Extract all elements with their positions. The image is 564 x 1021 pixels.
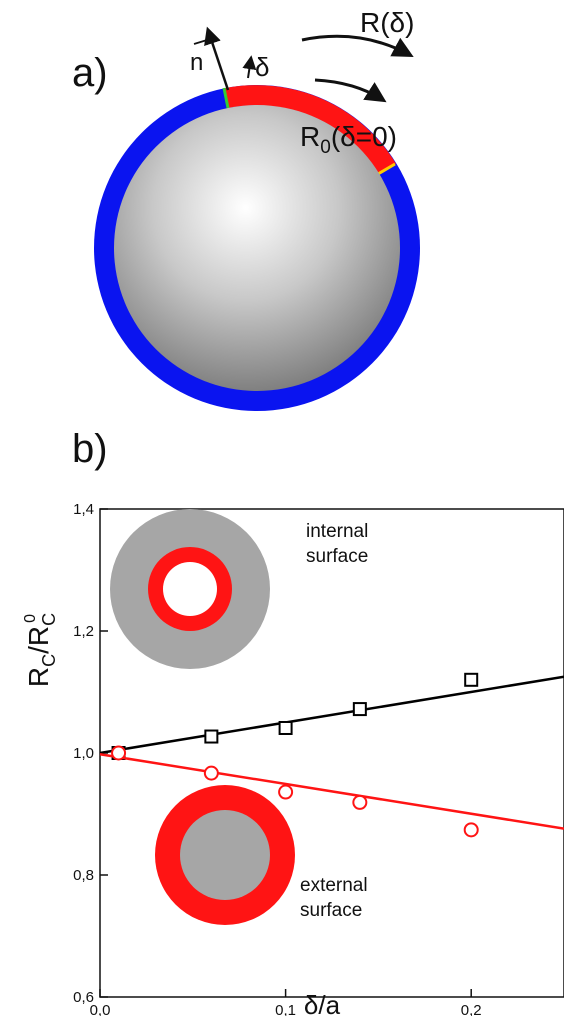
y-tick-label-2: 1,0 <box>73 745 94 762</box>
series-0-point-4 <box>464 672 479 687</box>
delta-arrow <box>242 55 257 79</box>
r0-label-sub: 0 <box>320 137 331 158</box>
normal-vector-label: n <box>190 49 203 76</box>
inset-internal-hole <box>163 562 217 616</box>
patch-edge-right <box>377 162 396 176</box>
y-axis-title-den-sub: C <box>39 613 59 626</box>
panel-b-label: b) <box>72 427 108 471</box>
r0-label-main: R <box>300 121 320 152</box>
inset-external-gray-core <box>180 810 270 900</box>
inset-internal: internal surface <box>110 509 368 669</box>
y-axis-title: RC/RC0 <box>22 613 59 687</box>
delta-label: δ <box>255 52 269 82</box>
y-axis-title-den: R <box>23 626 54 646</box>
series-0-fit-line <box>99 675 564 755</box>
series-0-point-2 <box>278 720 293 735</box>
patch-edge-left <box>222 87 230 109</box>
series-1-point-3 <box>352 794 368 810</box>
r-delta-arrow <box>301 34 414 57</box>
y-tick-label-1: 0,8 <box>73 867 94 884</box>
series-1-point-0 <box>111 745 127 761</box>
y-tick-label-4: 1,4 <box>73 501 94 518</box>
series-1-point-2 <box>278 784 294 800</box>
inset-external-label-1: external <box>300 875 368 896</box>
plot-layer: 0,0 0,1 0,2 0,6 0,8 1,0 1,2 1,4 <box>73 501 564 1019</box>
normal-vector-bar <box>193 39 208 45</box>
panel-a-label: a) <box>72 51 108 95</box>
y-axis-title-sub: C <box>39 654 59 667</box>
inset-internal-label-2: surface <box>306 546 368 567</box>
panel-b: b) internal surface external surface δ/a… <box>22 427 564 1020</box>
y-tick-label-3: 1,2 <box>73 623 94 640</box>
series-0-point-3 <box>352 702 367 717</box>
functionalized-patch <box>224 85 396 175</box>
x-tick-label-1: 0,1 <box>275 1002 296 1016</box>
series-0-point-1 <box>204 729 219 744</box>
series-1-fit-line <box>99 752 564 830</box>
y-tick-label-0: 0,6 <box>73 989 94 1006</box>
y-axis-title-slash: / <box>23 646 54 654</box>
r0-arrow <box>314 78 387 103</box>
x-tick-label-2: 0,2 <box>461 1002 482 1016</box>
y-axis-title-main: R <box>23 667 54 687</box>
r-delta-label: R(δ) <box>360 7 414 38</box>
panel-a: a) n δ R(δ) R0(δ=0) <box>72 7 420 411</box>
inset-internal-label-1: internal <box>306 521 368 542</box>
series-1-point-1 <box>203 765 219 781</box>
inset-external-label-2: surface <box>300 900 362 921</box>
core-sphere <box>114 105 400 391</box>
x-tick-label-0: 0,0 <box>90 1002 111 1016</box>
series-1-point-4 <box>463 822 479 838</box>
inset-external: external surface <box>155 785 368 925</box>
x-axis-title: δ/a <box>304 990 341 1016</box>
r0-label-tail: (δ=0) <box>331 121 397 152</box>
y-axis-title-den-sup: 0 <box>22 614 39 623</box>
normal-vector-arrow <box>204 26 230 91</box>
r0-label: R0(δ=0) <box>300 121 397 158</box>
